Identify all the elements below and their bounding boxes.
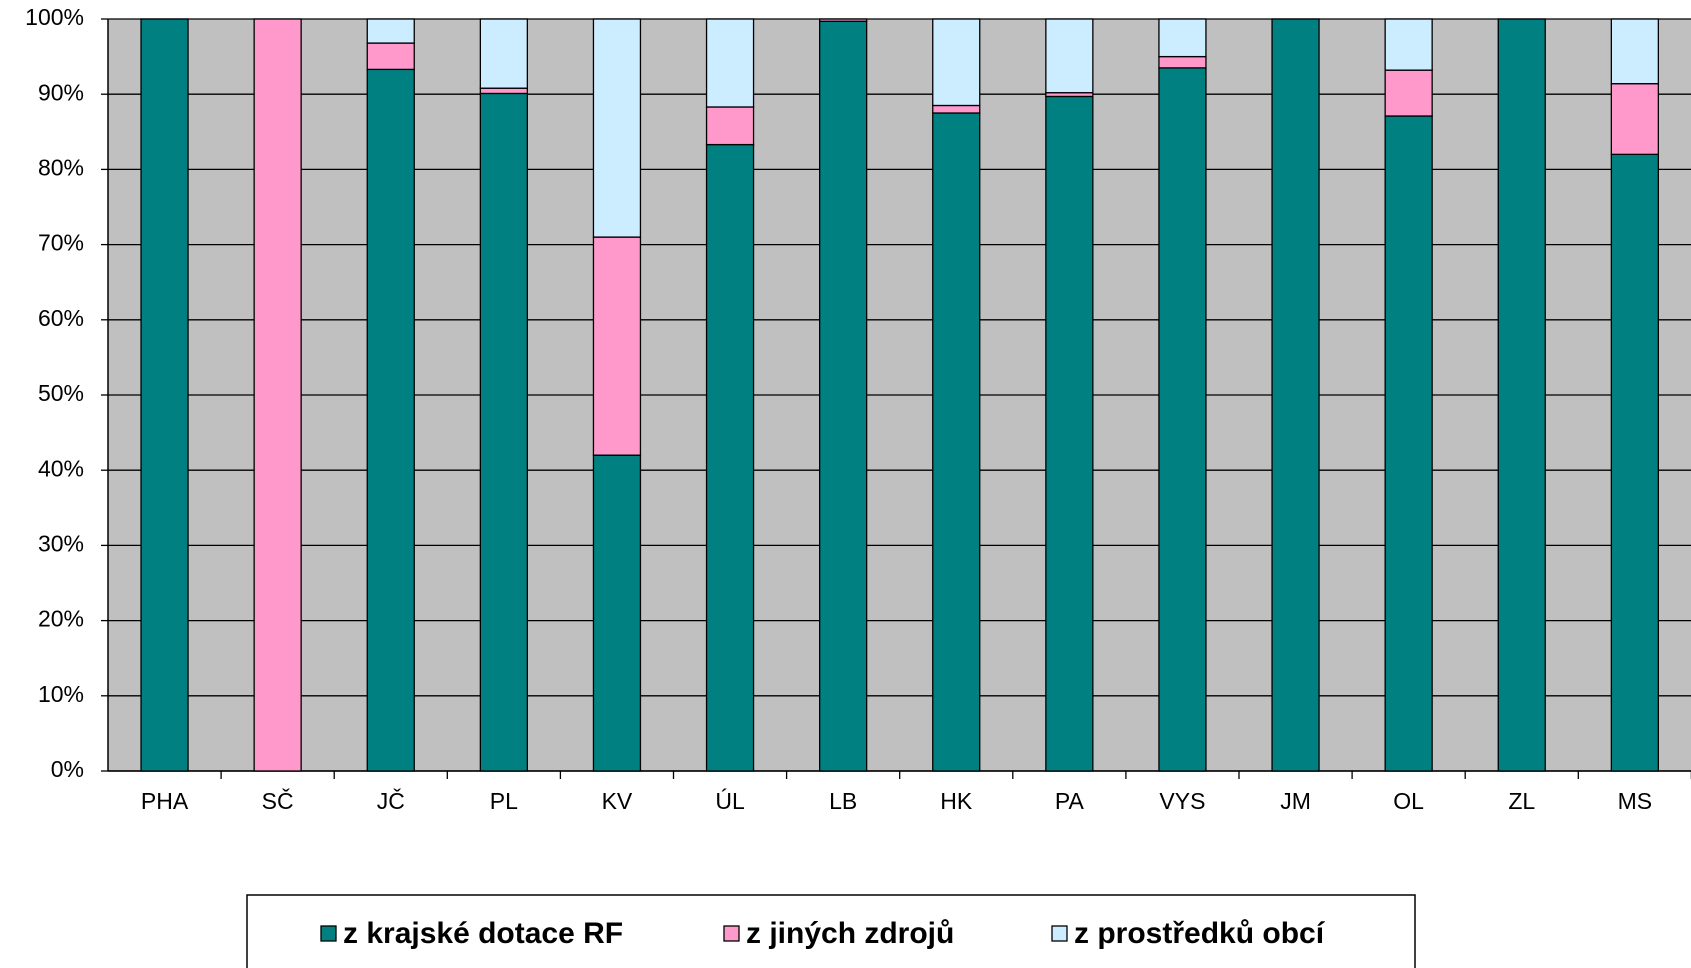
- x-tick-label: JM: [1280, 788, 1311, 814]
- bar-segment: [1610, 153, 1659, 772]
- x-tick-label: HK: [940, 788, 973, 814]
- legend-swatch: [1051, 925, 1068, 942]
- legend-box: [246, 894, 1416, 968]
- x-tick-label: MS: [1618, 788, 1653, 814]
- bar-segment: [1384, 69, 1433, 117]
- y-tick-label: 20%: [38, 606, 84, 632]
- bar-segment: [592, 454, 642, 772]
- legend-label: z jiných zdrojů: [746, 917, 954, 950]
- bar-segment: [1158, 55, 1207, 69]
- x-tick-label: VYS: [1159, 788, 1205, 814]
- x-tick-label: JČ: [377, 787, 405, 814]
- bar-segment: [819, 18, 868, 22]
- legend-swatch: [723, 925, 740, 942]
- y-tick-label: 30%: [38, 530, 84, 556]
- bar-segment: [1610, 83, 1659, 156]
- bar-segment: [1158, 67, 1207, 772]
- bar-segment: [705, 143, 755, 772]
- bar-segment: [932, 104, 981, 114]
- bar-segment: [1610, 18, 1659, 85]
- x-tick-label: PL: [490, 788, 518, 814]
- bar-segment: [1497, 18, 1546, 772]
- y-tick-label: 10%: [38, 681, 84, 707]
- x-tick-label: OL: [1393, 788, 1424, 814]
- y-tick-label: 60%: [38, 305, 84, 331]
- bar-segment: [253, 18, 302, 772]
- bar-segment: [1271, 18, 1320, 772]
- legend-label: z krajské dotace RF: [343, 917, 623, 950]
- bar-segment: [932, 112, 981, 772]
- y-tick-label: 50%: [38, 380, 84, 406]
- bar-segment: [140, 18, 189, 772]
- bar-segment: [479, 87, 529, 95]
- bar-segment: [1384, 115, 1433, 772]
- bar-segment: [1045, 18, 1094, 94]
- x-tick-label: KV: [602, 788, 633, 814]
- x-tick-label: PA: [1055, 788, 1085, 814]
- bar-segment: [592, 18, 642, 238]
- bar-segment: [932, 18, 981, 107]
- y-tick-label: 100%: [25, 4, 84, 30]
- y-tick-label: 0%: [51, 756, 84, 782]
- bar-segment: [1384, 18, 1433, 71]
- bar-segment: [366, 42, 415, 71]
- x-tick-label: ZL: [1508, 788, 1535, 814]
- x-tick-label: SČ: [262, 787, 294, 814]
- bar-segment: [479, 92, 529, 772]
- x-tick-label: PHA: [141, 788, 189, 814]
- x-tick-label: LB: [829, 788, 857, 814]
- legend-label: z prostředků obcí: [1074, 917, 1326, 950]
- bar-segment: [819, 20, 868, 772]
- y-tick-label: 90%: [38, 79, 84, 105]
- bar-segment: [1158, 18, 1207, 58]
- x-tick-label: ÚL: [715, 788, 745, 814]
- y-tick-label: 80%: [38, 154, 84, 180]
- bar-segment: [705, 18, 755, 108]
- bar-segment: [1045, 95, 1094, 772]
- y-tick-label: 40%: [38, 455, 84, 481]
- y-tick-label: 70%: [38, 230, 84, 256]
- legend-swatch: [320, 925, 337, 942]
- bar-segment: [366, 18, 415, 44]
- bar-segment: [479, 18, 529, 89]
- bar-segment: [366, 68, 415, 772]
- bar-segment: [705, 106, 755, 146]
- bar-segment: [592, 236, 642, 456]
